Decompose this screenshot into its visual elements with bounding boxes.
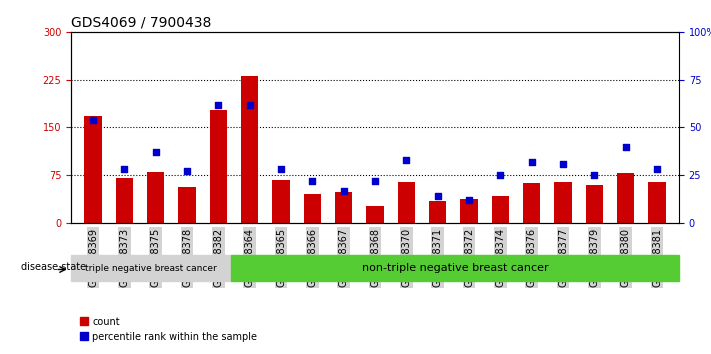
- Point: [150, 149, 161, 155]
- Bar: [210, 110, 227, 223]
- Bar: [116, 178, 133, 223]
- Bar: [523, 183, 540, 223]
- Bar: [241, 76, 258, 223]
- Bar: [617, 173, 634, 223]
- Bar: [71, 255, 231, 281]
- Bar: [272, 180, 289, 223]
- Text: disease state: disease state: [21, 262, 87, 272]
- Bar: [397, 182, 415, 223]
- Point: [87, 117, 99, 122]
- Point: [495, 172, 506, 178]
- Point: [181, 169, 193, 174]
- Bar: [231, 255, 679, 281]
- Legend: count, percentile rank within the sample: count, percentile rank within the sample: [76, 313, 262, 346]
- Point: [464, 197, 475, 203]
- Bar: [85, 116, 102, 223]
- Bar: [429, 201, 447, 223]
- Bar: [178, 187, 196, 223]
- Bar: [304, 194, 321, 223]
- Point: [275, 167, 287, 172]
- Text: triple negative breast cancer: triple negative breast cancer: [85, 264, 217, 273]
- Point: [620, 144, 631, 149]
- Point: [651, 167, 663, 172]
- Bar: [492, 196, 509, 223]
- Point: [306, 178, 318, 184]
- Point: [370, 178, 381, 184]
- Bar: [461, 199, 478, 223]
- Point: [119, 167, 130, 172]
- Point: [401, 157, 412, 163]
- Bar: [555, 182, 572, 223]
- Point: [589, 172, 600, 178]
- Bar: [335, 193, 353, 223]
- Text: GDS4069 / 7900438: GDS4069 / 7900438: [71, 15, 211, 29]
- Bar: [648, 182, 665, 223]
- Point: [338, 188, 349, 193]
- Point: [557, 161, 569, 167]
- Point: [432, 193, 444, 199]
- Point: [244, 102, 255, 107]
- Point: [526, 159, 538, 165]
- Bar: [147, 172, 164, 223]
- Text: non-triple negative breast cancer: non-triple negative breast cancer: [362, 263, 548, 273]
- Bar: [366, 206, 384, 223]
- Bar: [586, 185, 603, 223]
- Point: [213, 102, 224, 107]
